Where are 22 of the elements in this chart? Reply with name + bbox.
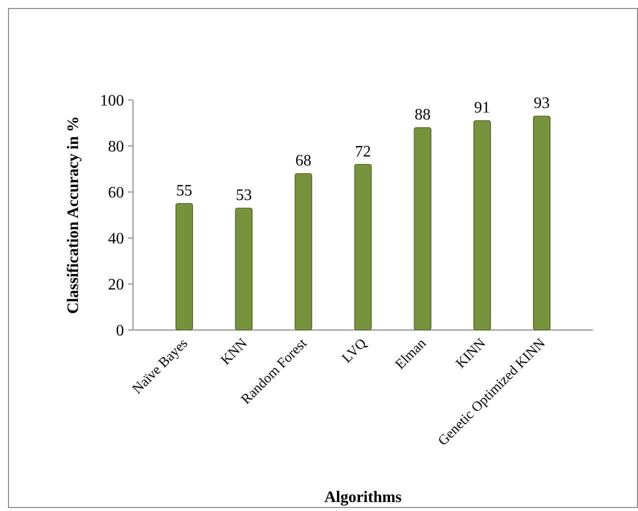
data-label: 55	[176, 182, 192, 200]
bar	[354, 164, 372, 330]
y-tick-label: 0	[116, 322, 124, 340]
bar	[414, 127, 432, 330]
y-tick-label: 80	[108, 138, 124, 156]
y-tick-label: 40	[108, 230, 124, 248]
data-label: 53	[236, 187, 252, 204]
data-label: 88	[414, 106, 431, 124]
x-axis-title: Algorithms	[324, 489, 402, 506]
data-label: 93	[534, 95, 550, 112]
bar	[176, 203, 193, 330]
y-tick-label: 100	[100, 92, 124, 110]
y-tick-label: 20	[108, 276, 124, 294]
data-label: 68	[295, 152, 312, 170]
bar	[473, 120, 491, 330]
data-label: 91	[474, 100, 490, 117]
bar	[235, 208, 253, 330]
y-tick-label: 60	[108, 184, 124, 202]
bar	[294, 173, 312, 330]
bar	[533, 116, 550, 330]
data-label: 72	[355, 143, 371, 160]
y-axis-title: Classification Accuracy in %	[65, 116, 82, 314]
